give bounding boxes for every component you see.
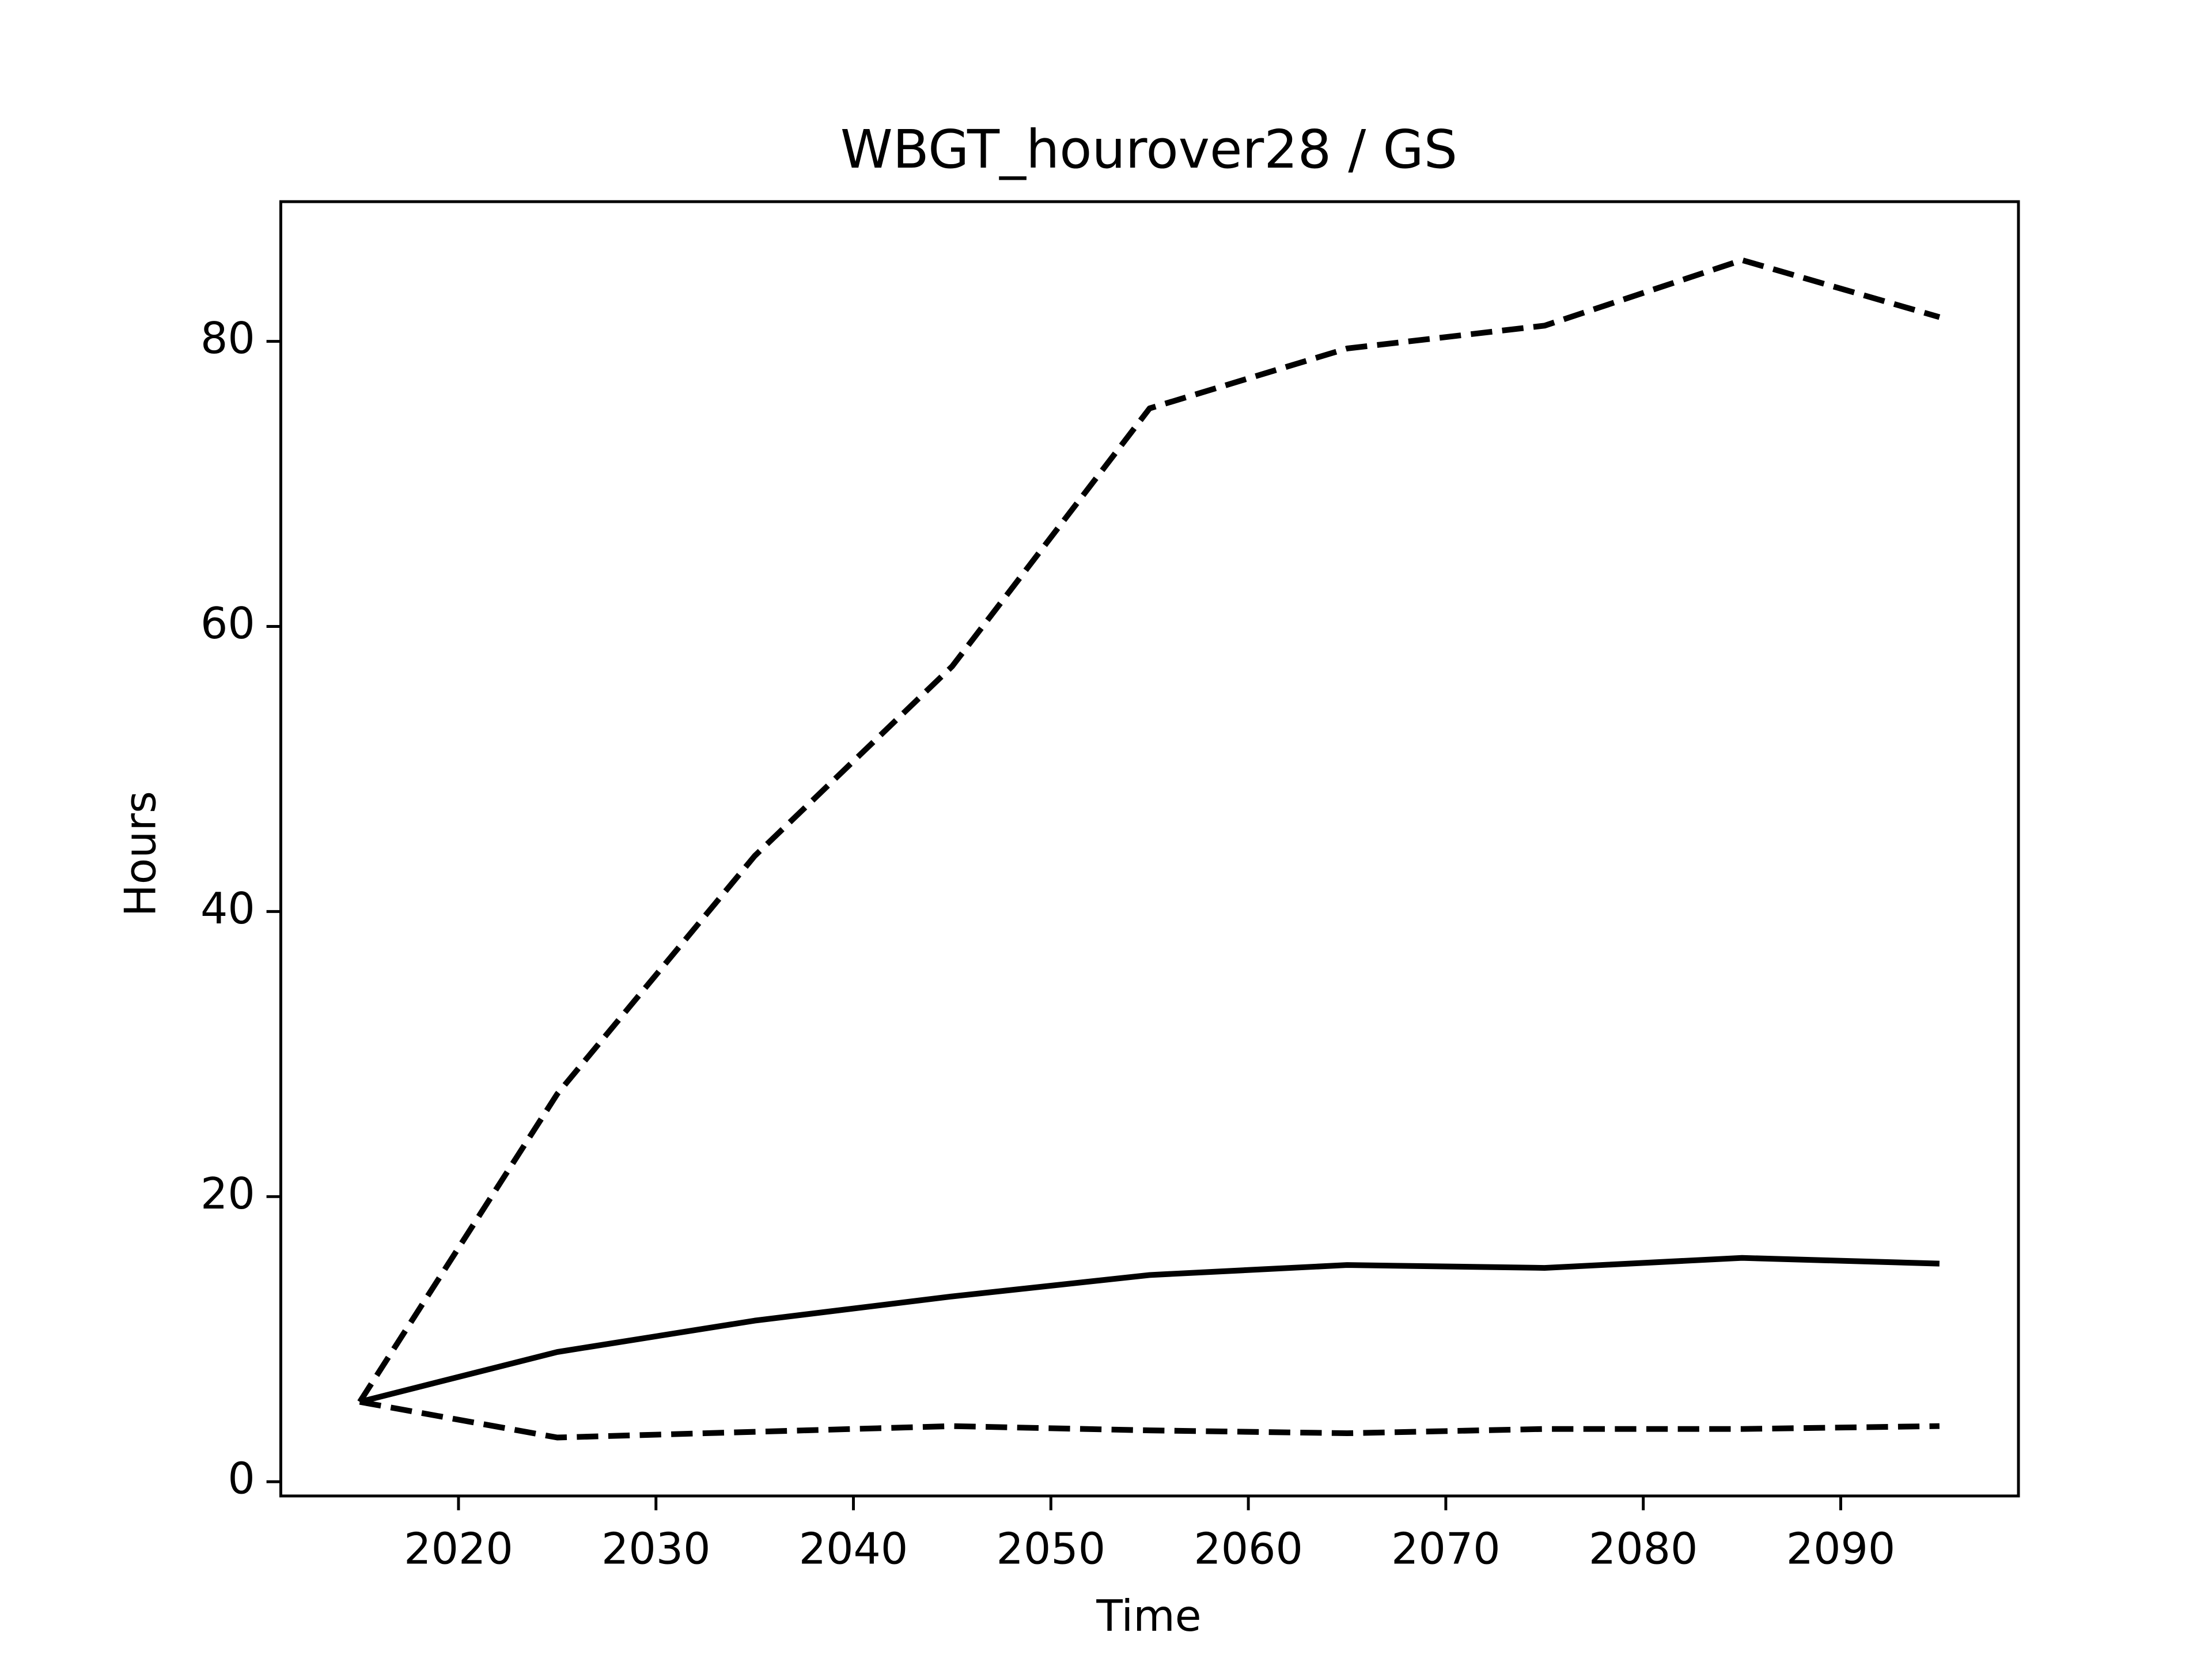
y-tick-label: 40 xyxy=(200,884,255,934)
x-tick-label: 2080 xyxy=(1589,1524,1698,1574)
y-tick-label: 60 xyxy=(200,599,255,649)
y-tick-label: 20 xyxy=(200,1169,255,1219)
y-tick-label: 0 xyxy=(228,1454,255,1504)
line-series xyxy=(359,1255,1940,1405)
x-tick-label: 2070 xyxy=(1391,1524,1501,1574)
x-tick-label: 2090 xyxy=(1786,1524,1896,1574)
x-axis-label: Time xyxy=(1096,1591,1201,1641)
x-tick-label: 2050 xyxy=(997,1524,1106,1574)
x-tick-label: 2040 xyxy=(799,1524,908,1574)
y-tick-label: 80 xyxy=(200,313,255,363)
x-tick-label: 2030 xyxy=(601,1524,711,1574)
plot-frame xyxy=(279,200,2020,1498)
chart-title: WBGT_hourover28 / GS xyxy=(840,119,1457,180)
x-tick-label: 2020 xyxy=(404,1524,513,1574)
line-series xyxy=(357,257,1941,1404)
y-axis-label: Hours xyxy=(116,791,166,916)
line-series xyxy=(359,1399,1940,1441)
x-tick-label: 2060 xyxy=(1194,1524,1303,1574)
